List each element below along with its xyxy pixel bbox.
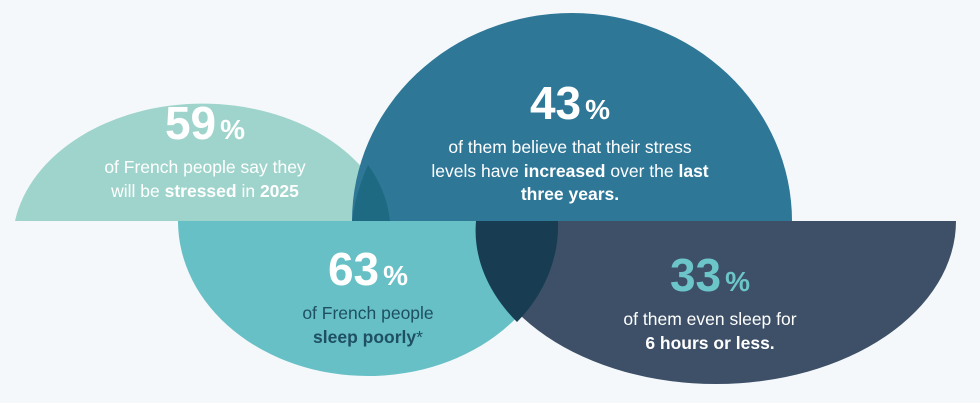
stat-33-text: of them even sleep for 6 hours or less. <box>623 309 797 353</box>
stat-63-text: of French people sleep poorly* <box>302 303 434 347</box>
half-ellipse-59 <box>15 103 390 221</box>
half-ellipse-33 <box>476 221 956 384</box>
half-ellipse-43 <box>352 13 792 221</box>
stat-43-percent: 43% of them believe that their stress le… <box>400 80 740 207</box>
stat-63-percent: 63% of French people sleep poorly* <box>258 246 478 349</box>
overlap-59-43 <box>352 165 390 221</box>
stat-59-value: 59% <box>164 97 246 149</box>
stat-59-percent: 59% of French people say they will be st… <box>80 100 330 203</box>
stat-59-text: of French people say they will be stress… <box>104 157 306 201</box>
stat-63-value: 63% <box>327 243 409 295</box>
stat-33-percent: 33% of them even sleep for 6 hours or le… <box>590 252 830 355</box>
stat-43-value: 43% <box>529 77 611 129</box>
stat-43-text: of them believe that their stress levels… <box>431 137 709 205</box>
stat-33-value: 33% <box>669 249 751 301</box>
half-ellipse-63 <box>178 221 558 376</box>
overlap-63-33 <box>475 221 559 322</box>
